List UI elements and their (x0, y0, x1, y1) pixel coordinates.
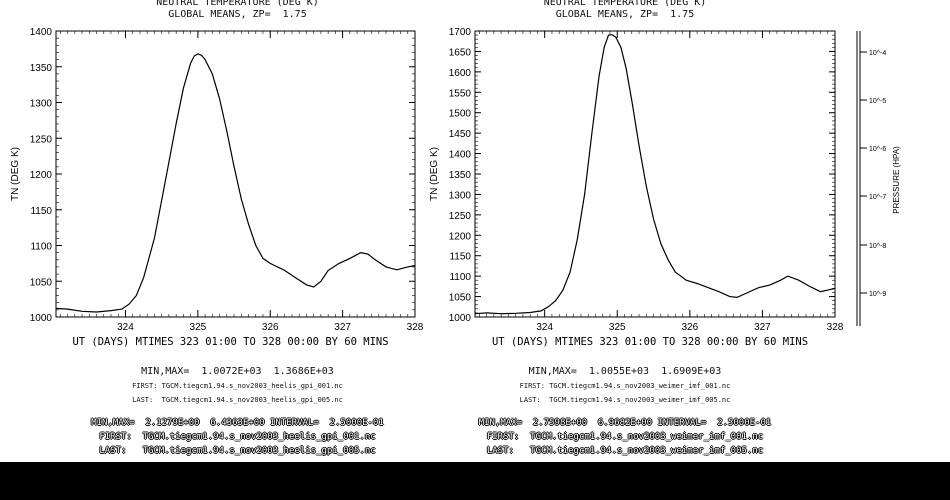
x-tick-label: 327 (754, 322, 771, 333)
x-tick-label: 324 (117, 322, 134, 333)
pressure-tick-label: 10^-9 (869, 291, 886, 298)
first-file-text: FIRST: TGCM.tiegcm1.94.s_nov2003_heelis_… (132, 382, 343, 390)
y-tick-label: 1300 (30, 99, 53, 110)
x-tick-label: 324 (536, 322, 553, 333)
x-tick-label: 325 (609, 322, 626, 333)
y-tick-label: 1600 (449, 68, 472, 79)
series-line (474, 34, 836, 315)
x-tick-label: 326 (262, 322, 279, 333)
ghost-first-text: FIRST: TGCM.tiegcm1.94.s_nov2003_weimer_… (486, 432, 764, 442)
y-tick-label: 1650 (449, 47, 472, 58)
y-tick-label: 1500 (449, 109, 472, 120)
y-tick-label: 1000 (30, 313, 53, 324)
ghost-first-text: FIRST: TGCM.tiegcm1.94.s_nov2003_heelis_… (99, 432, 376, 442)
y-tick-label: 1300 (449, 190, 472, 201)
y-tick-label: 1250 (30, 134, 53, 145)
chart-svg: 1000 1050 1100 1150 1200 1250 1300 1350 1400 324 3… (10, 27, 424, 348)
chart-svg: 1000 1050 1100 1150 1200 1250 1300 1350 1400 1450… (429, 27, 901, 348)
plot-frame (474, 30, 836, 318)
last-file-text: LAST: TGCM.tiegcm1.94.s_nov2003_weimer_i… (519, 396, 731, 404)
y-tick-label: 1100 (449, 272, 471, 283)
chart-panel-left: NEUTRAL TEMPERATURE (DEG K) GLOBAL MEANS,… (0, 0, 475, 462)
pressure-tick-label: 10^-5 (869, 98, 886, 105)
ghost-minmax-text: MIN,MAX= 2.7598E+00 6.9682E+00 INTERVAL=… (478, 418, 772, 428)
y-tick-label: 1350 (449, 170, 472, 181)
y-tick-label: 1150 (30, 206, 52, 217)
pressure-tick-label: 10^-4 (869, 50, 886, 57)
ghost-minmax-text: MIN,MAX= 2.1279E+00 6.4363E+00 INTERVAL=… (91, 418, 384, 428)
chart-title: NEUTRAL TEMPERATURE (DEG K) GLOBAL MEANS,… (543, 0, 707, 20)
x-tick-label: 328 (407, 322, 424, 333)
pressure-tick-label: 10^-8 (869, 243, 886, 250)
x-tick-label: 327 (334, 322, 351, 333)
y-tick-label: 1400 (30, 27, 53, 38)
y-tick-label: 1550 (449, 88, 472, 99)
minmax-text: MIN,MAX= 1.0055E+03 1.6909E+03 (528, 366, 722, 377)
y-tick-label: 1050 (30, 277, 53, 288)
ghost-last-text: LAST: TGCM.tiegcm1.94.s_nov2003_heelis_g… (99, 446, 376, 456)
pressure-axis-label: PRESSURE (HPA) (892, 146, 901, 214)
x-axis-label: UT (DAYS) MTIMES 323 01:00 TO 328 00:00 … (72, 336, 388, 348)
y-tick-label: 1200 (449, 231, 472, 242)
y-tick-label: 1000 (449, 313, 472, 324)
x-tick-label: 328 (827, 322, 844, 333)
x-axis-label: UT (DAYS) MTIMES 323 01:00 TO 328 00:00 … (492, 336, 808, 348)
y-tick-label: 1400 (449, 150, 472, 161)
y-tick-label: 1350 (30, 63, 53, 74)
y-tick-label: 1250 (449, 211, 472, 222)
y-tick-label: 1100 (30, 242, 52, 253)
y-axis-label: TN (DEG K) (429, 147, 440, 201)
pressure-tick-label: 10^-7 (869, 194, 886, 201)
x-tick-label: 326 (681, 322, 698, 333)
y-tick-label: 1050 (449, 293, 472, 304)
chart-panel-right: NEUTRAL TEMPERATURE (DEG K) GLOBAL MEANS,… (415, 0, 915, 462)
x-tick-label: 325 (190, 322, 207, 333)
y-tick-label: 1700 (449, 27, 472, 38)
ghost-last-text: LAST: TGCM.tiegcm1.94.s_nov2003_weimer_i… (486, 446, 764, 456)
chart-title: NEUTRAL TEMPERATURE (DEG K) GLOBAL MEANS,… (156, 0, 319, 20)
first-file-text: FIRST: TGCM.tiegcm1.94.s_nov2003_weimer_… (519, 382, 731, 390)
y-axis-label: TN (DEG K) (10, 147, 21, 201)
last-file-text: LAST: TGCM.tiegcm1.94.s_nov2003_heelis_g… (132, 396, 343, 404)
y-tick-label: 1450 (449, 129, 472, 140)
pressure-tick-label: 10^-6 (869, 146, 886, 153)
y-tick-label: 1200 (30, 170, 53, 181)
y-tick-label: 1150 (449, 252, 471, 263)
margin-blank (912, 0, 950, 462)
footer-band (0, 462, 950, 500)
series-line (55, 53, 416, 313)
minmax-text: MIN,MAX= 1.0072E+03 1.3686E+03 (141, 366, 334, 377)
